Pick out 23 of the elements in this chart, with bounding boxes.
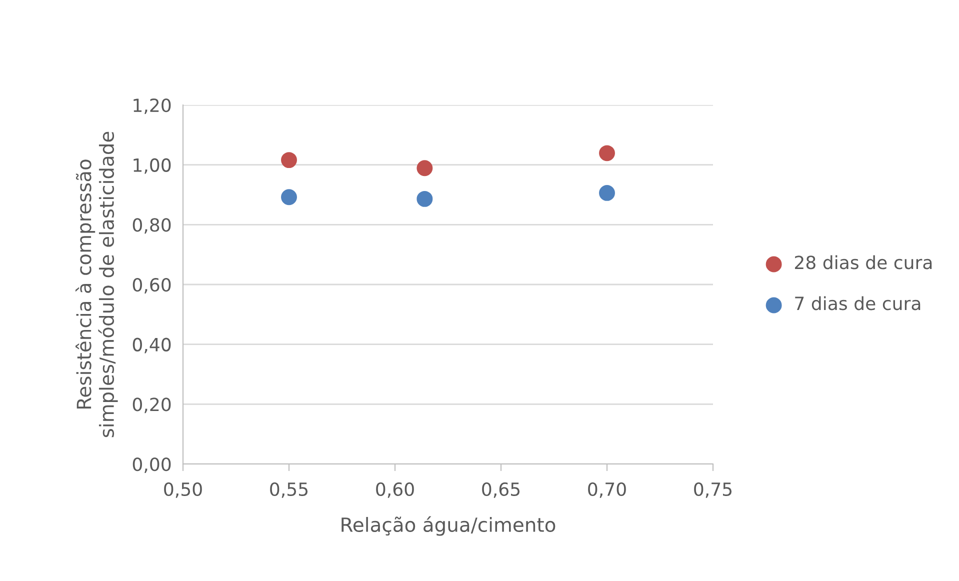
- legend-label: 28 dias de cura: [794, 255, 932, 270]
- x-tick-label: 0,50: [164, 482, 202, 498]
- y-tick-label: 0,80: [132, 218, 171, 234]
- y-tick-label: 0,00: [132, 457, 171, 473]
- point: [281, 152, 297, 168]
- y-tick-label: 0,60: [132, 278, 171, 294]
- x-tick-label: 0,65: [482, 482, 520, 498]
- y-axis-title: Resistência à compressão simples/módulo de elasticidade: [75, 132, 118, 438]
- point: [281, 189, 297, 206]
- x-axis-title: Relação água/cimento: [342, 516, 556, 536]
- y-tick-label: 1,00: [134, 158, 171, 174]
- point: [416, 160, 433, 176]
- point: [599, 145, 615, 162]
- y-tick-label: 0,20: [132, 398, 171, 414]
- y-tick-label: 0,40: [132, 338, 171, 354]
- x-tick-label: 0,55: [270, 482, 308, 498]
- y-tick-label: 1,20: [134, 98, 171, 114]
- point: [599, 184, 615, 201]
- point: [416, 190, 433, 207]
- x-tick-label: 0,60: [376, 482, 414, 498]
- x-tick-label: 0,70: [588, 482, 626, 498]
- legend-label: 7 dias de cura: [795, 296, 920, 310]
- x-tick-label: 0,75: [694, 482, 732, 498]
